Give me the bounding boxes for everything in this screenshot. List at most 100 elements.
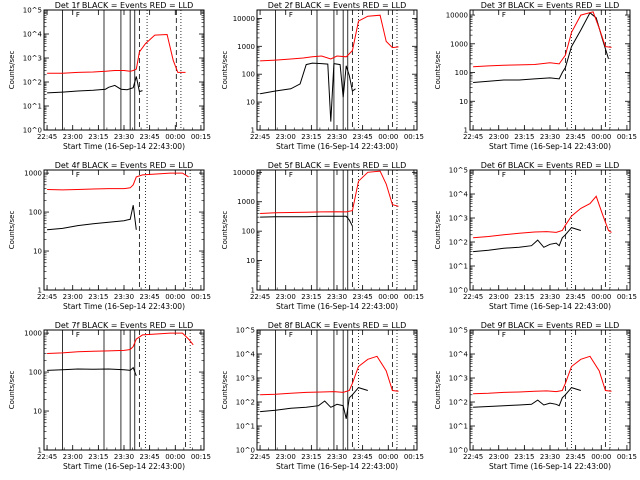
top-marker-label: F [289,11,293,19]
x-tick-label: 23:30 [540,453,560,461]
y-axis-label: Counts/sec [221,51,229,90]
x-tick-label: 00:15 [617,133,637,141]
y-tick-label: 10 [459,98,468,106]
x-tick-label: 23:00 [63,133,83,141]
events-series-line [473,387,581,408]
event-lines [564,10,611,130]
x-axis-label: Start Time (16-Sep-14 22:43:00) [276,302,398,311]
plot-frame [43,9,205,131]
y-tick-label: 100 [455,69,468,77]
x-axis-label: Start Time (16-Sep-14 22:43:00) [276,462,398,471]
y-tick-label: 10^2 [23,79,42,87]
event-lines [62,330,191,450]
x-tick-label: 22:45 [250,133,270,141]
y-tick-label: 10^1 [23,103,42,111]
event-lines [275,10,398,130]
x-tick-label: 23:30 [327,453,347,461]
x-tick-label: 23:30 [114,453,134,461]
panel-title: Det 3f BLACK = Events RED = LLD [481,1,620,10]
y-tick-label: 10^0 [449,447,468,455]
panel-title: Det 8f BLACK = Events RED = LLD [268,321,407,330]
y-tick-label: 10000 [446,12,468,20]
lld-series-line [47,332,194,354]
events-series-line [260,62,356,122]
y-axis-label: Counts/sec [434,371,442,410]
y-tick-label: 10^5 [449,327,468,335]
x-tick-label: 00:15 [191,293,211,301]
x-tick-label: 22:45 [37,293,57,301]
y-tick-label: 10^2 [236,399,255,407]
panel-title: Det 2f BLACK = Events RED = LLD [268,1,407,10]
y-tick-label: 10 [33,408,42,416]
y-tick-label: 10^5 [236,327,255,335]
events-series-line [47,366,137,376]
y-axis-label: Counts/sec [8,371,16,410]
y-tick-label: 1 [464,127,468,135]
x-tick-label: 23:30 [114,293,134,301]
top-marker-label: F [76,171,80,179]
x-tick-label: 23:45 [353,293,373,301]
x-tick-label: 00:00 [591,453,611,461]
lld-series-line [473,11,612,68]
panel-title: Det 9f BLACK = Events RED = LLD [481,321,620,330]
x-tick-label: 00:15 [404,293,424,301]
panel-7: Det 7f BLACK = Events RED = LLD 1 10 100 100… [8,321,211,471]
x-tick-label: 22:45 [463,453,483,461]
x-tick-label: 23:45 [140,293,160,301]
y-tick-label: 10 [246,257,255,265]
x-tick-label: 23:15 [88,293,108,301]
y-tick-label: 10^2 [449,239,468,247]
panel-8: Det 8f BLACK = Events RED = LLD 10^0 10^1 1… [221,321,424,471]
x-tick-label: 23:15 [514,293,534,301]
event-lines [275,170,398,290]
y-axis-label: Counts/sec [8,211,16,250]
y-tick-label: 10 [33,248,42,256]
y-tick-label: 10^0 [449,287,468,295]
x-tick-label: 00:00 [165,133,185,141]
x-tick-label: 22:45 [463,133,483,141]
y-tick-label: 100 [29,369,42,377]
panel-title: Det 5f BLACK = Events RED = LLD [268,161,407,170]
x-tick-label: 23:00 [489,133,509,141]
x-tick-label: 22:45 [250,453,270,461]
x-tick-label: 23:30 [327,293,347,301]
x-tick-label: 23:30 [327,133,347,141]
x-tick-label: 00:15 [617,453,637,461]
x-tick-label: 00:15 [191,133,211,141]
x-tick-label: 23:00 [489,293,509,301]
y-tick-label: 10000 [233,169,255,177]
y-axis-label: Counts/sec [434,211,442,250]
x-tick-label: 23:00 [276,133,296,141]
plot-frame [43,169,205,291]
x-tick-label: 23:15 [301,133,321,141]
y-tick-label: 10^5 [449,167,468,175]
y-axis-label: Counts/sec [221,371,229,410]
y-tick-label: 10 [246,99,255,107]
lld-series-line [47,33,186,74]
x-axis-label: Start Time (16-Sep-14 22:43:00) [489,462,611,471]
x-tick-label: 23:00 [489,453,509,461]
event-lines [138,170,191,290]
y-tick-label: 10^1 [449,423,468,431]
y-tick-label: 10^5 [23,7,42,15]
x-tick-label: 23:45 [566,133,586,141]
y-tick-label: 10^0 [23,127,42,135]
y-tick-label: 10^4 [23,31,43,39]
y-tick-label: 10^3 [23,55,42,63]
y-tick-label: 1000 [24,330,42,338]
x-tick-label: 00:00 [378,453,398,461]
y-tick-label: 1 [251,127,255,135]
events-series-line [260,387,368,419]
x-tick-label: 23:15 [301,453,321,461]
y-tick-label: 1 [38,447,42,455]
y-tick-label: 10^0 [236,447,255,455]
y-axis-label: Counts/sec [8,51,16,90]
x-tick-label: 23:00 [276,453,296,461]
x-tick-label: 23:45 [140,453,160,461]
panel-4: Det 4f BLACK = Events RED = LLD 1 10 100 100… [8,161,211,311]
x-tick-label: 23:45 [140,133,160,141]
x-tick-label: 23:00 [276,293,296,301]
top-marker-label: F [502,331,506,339]
x-axis-label: Start Time (16-Sep-14 22:43:00) [276,142,398,151]
